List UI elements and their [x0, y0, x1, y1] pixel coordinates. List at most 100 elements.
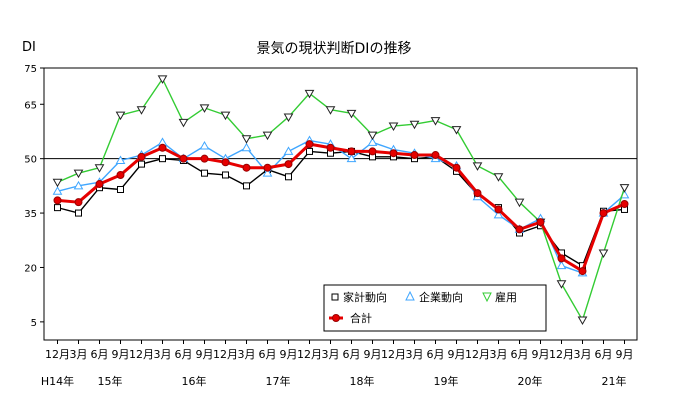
data-point — [136, 106, 147, 115]
data-point — [536, 218, 545, 227]
year-label: 19年 — [434, 374, 459, 388]
data-point — [199, 104, 210, 113]
data-point — [367, 131, 378, 141]
data-point — [178, 118, 189, 128]
x-axis-ticks: 12月 3月 6月 9月 12月 3月 6月 9月 12月 3月 6月 9月 12月 3月 6月 9月 12月 3… — [45, 340, 634, 361]
data-point — [262, 168, 273, 177]
data-point — [52, 186, 63, 195]
data-point — [243, 182, 250, 190]
y-tick-label: 75 — [24, 64, 37, 75]
data-point — [158, 143, 167, 152]
data-point — [73, 169, 84, 179]
x-tick-label: 6月 — [511, 348, 529, 361]
x-tick-label: 3月 — [70, 348, 88, 361]
data-point — [367, 137, 378, 146]
data-point — [306, 147, 313, 155]
data-point — [556, 280, 567, 289]
series-0 — [54, 147, 628, 270]
x-tick-label: 3月 — [406, 348, 424, 361]
year-label: 21年 — [602, 374, 627, 388]
data-point — [117, 185, 124, 193]
y-tick-label: 50 — [24, 155, 37, 166]
data-point — [159, 155, 166, 163]
year-label: 17年 — [266, 374, 291, 388]
y-axis-ticks: 5 20 35 50 65 75 — [24, 64, 44, 329]
x-tick-label: 9月 — [280, 348, 298, 361]
legend-label-corporate: 企業動向 — [419, 290, 463, 304]
data-point — [389, 149, 398, 158]
year-labels: H14年 15年 16年 17年 18年 19年 20年 21年 — [41, 374, 627, 388]
data-point — [578, 267, 587, 276]
year-label: 16年 — [182, 374, 207, 388]
x-tick-label: 9月 — [616, 348, 634, 361]
x-tick-label: 6月 — [175, 348, 193, 361]
x-tick-label: 12月 — [213, 348, 238, 361]
data-point — [75, 209, 82, 217]
data-point — [53, 196, 62, 205]
legend-marker-household — [331, 293, 339, 301]
data-point — [473, 189, 482, 198]
y-axis-label: DI — [22, 40, 36, 55]
x-tick-label: 6月 — [595, 348, 613, 361]
x-tick-label: 9月 — [196, 348, 214, 361]
data-point — [220, 111, 231, 121]
x-tick-label: 9月 — [112, 348, 130, 361]
data-point — [430, 117, 441, 126]
data-point — [179, 154, 188, 163]
legend: 家計動向 企業動向 雇用 合計 — [323, 284, 547, 332]
y-tick-label: 65 — [24, 100, 37, 111]
data-point — [241, 135, 252, 144]
data-point — [115, 155, 126, 164]
x-tick-label: 9月 — [532, 348, 550, 361]
data-point — [74, 198, 83, 207]
data-point — [326, 143, 335, 152]
data-point — [116, 170, 125, 179]
data-point — [304, 89, 315, 99]
x-tick-label: 6月 — [427, 348, 445, 361]
data-point — [619, 184, 630, 193]
series-line — [57, 139, 625, 274]
y-tick-label: 35 — [24, 209, 37, 220]
data-point — [263, 163, 272, 172]
legend-box — [323, 284, 547, 332]
series-line — [57, 142, 626, 273]
data-point — [138, 160, 145, 168]
data-point — [472, 162, 483, 171]
data-point — [242, 163, 251, 172]
series-group — [52, 75, 630, 326]
data-point — [73, 180, 84, 190]
data-point — [599, 209, 608, 218]
data-point — [325, 106, 336, 115]
data-point — [515, 225, 524, 234]
data-point — [347, 147, 356, 156]
series-line — [57, 78, 626, 321]
data-point — [620, 200, 629, 208]
x-tick-label: 12月 — [129, 348, 154, 361]
x-tick-label: 3月 — [574, 348, 592, 361]
data-point — [514, 198, 525, 208]
series-2 — [52, 75, 630, 326]
data-point — [493, 173, 504, 182]
legend-label-total: 合計 — [350, 311, 372, 325]
data-point — [52, 178, 63, 188]
data-point — [368, 147, 377, 156]
x-tick-label: 9月 — [364, 348, 382, 361]
data-point — [283, 113, 294, 122]
data-point — [221, 158, 230, 167]
data-point — [241, 142, 252, 152]
series-3 — [53, 140, 629, 276]
x-tick-label: 6月 — [259, 348, 277, 361]
x-tick-label: 6月 — [91, 348, 109, 361]
data-point — [557, 254, 566, 263]
legend-marker-corporate — [405, 290, 415, 301]
data-point — [200, 154, 209, 163]
year-label: 20年 — [518, 374, 543, 388]
data-point — [284, 160, 293, 169]
data-point — [346, 109, 357, 119]
chart-title: 景気の現状判断DIの推移 — [257, 41, 412, 57]
year-label: H14年 — [41, 374, 74, 388]
y-tick-label: 5 — [31, 318, 37, 329]
data-point — [409, 120, 420, 130]
data-point — [262, 131, 273, 141]
